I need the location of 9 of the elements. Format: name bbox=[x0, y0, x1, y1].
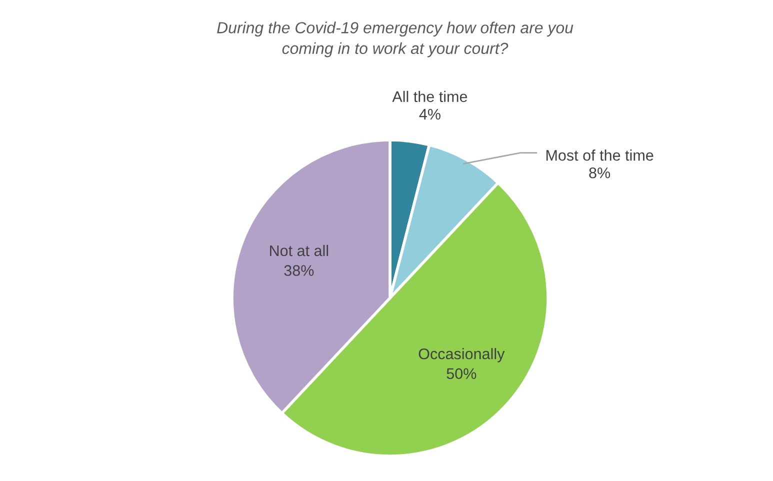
slice-label: Most of the time bbox=[546, 150, 654, 161]
data-label: 8% bbox=[589, 167, 610, 178]
data-label: 4% bbox=[419, 108, 440, 120]
data-label: 38% bbox=[284, 265, 314, 276]
slice-label: Not at all bbox=[270, 244, 328, 256]
slice-label: All the time bbox=[392, 90, 468, 102]
chart-title: During the Covid-19 emergency how often are you coming in to work at your court? bbox=[217, 22, 574, 58]
slice-label: Occasionally bbox=[418, 348, 505, 362]
data-label: 50% bbox=[446, 368, 476, 380]
